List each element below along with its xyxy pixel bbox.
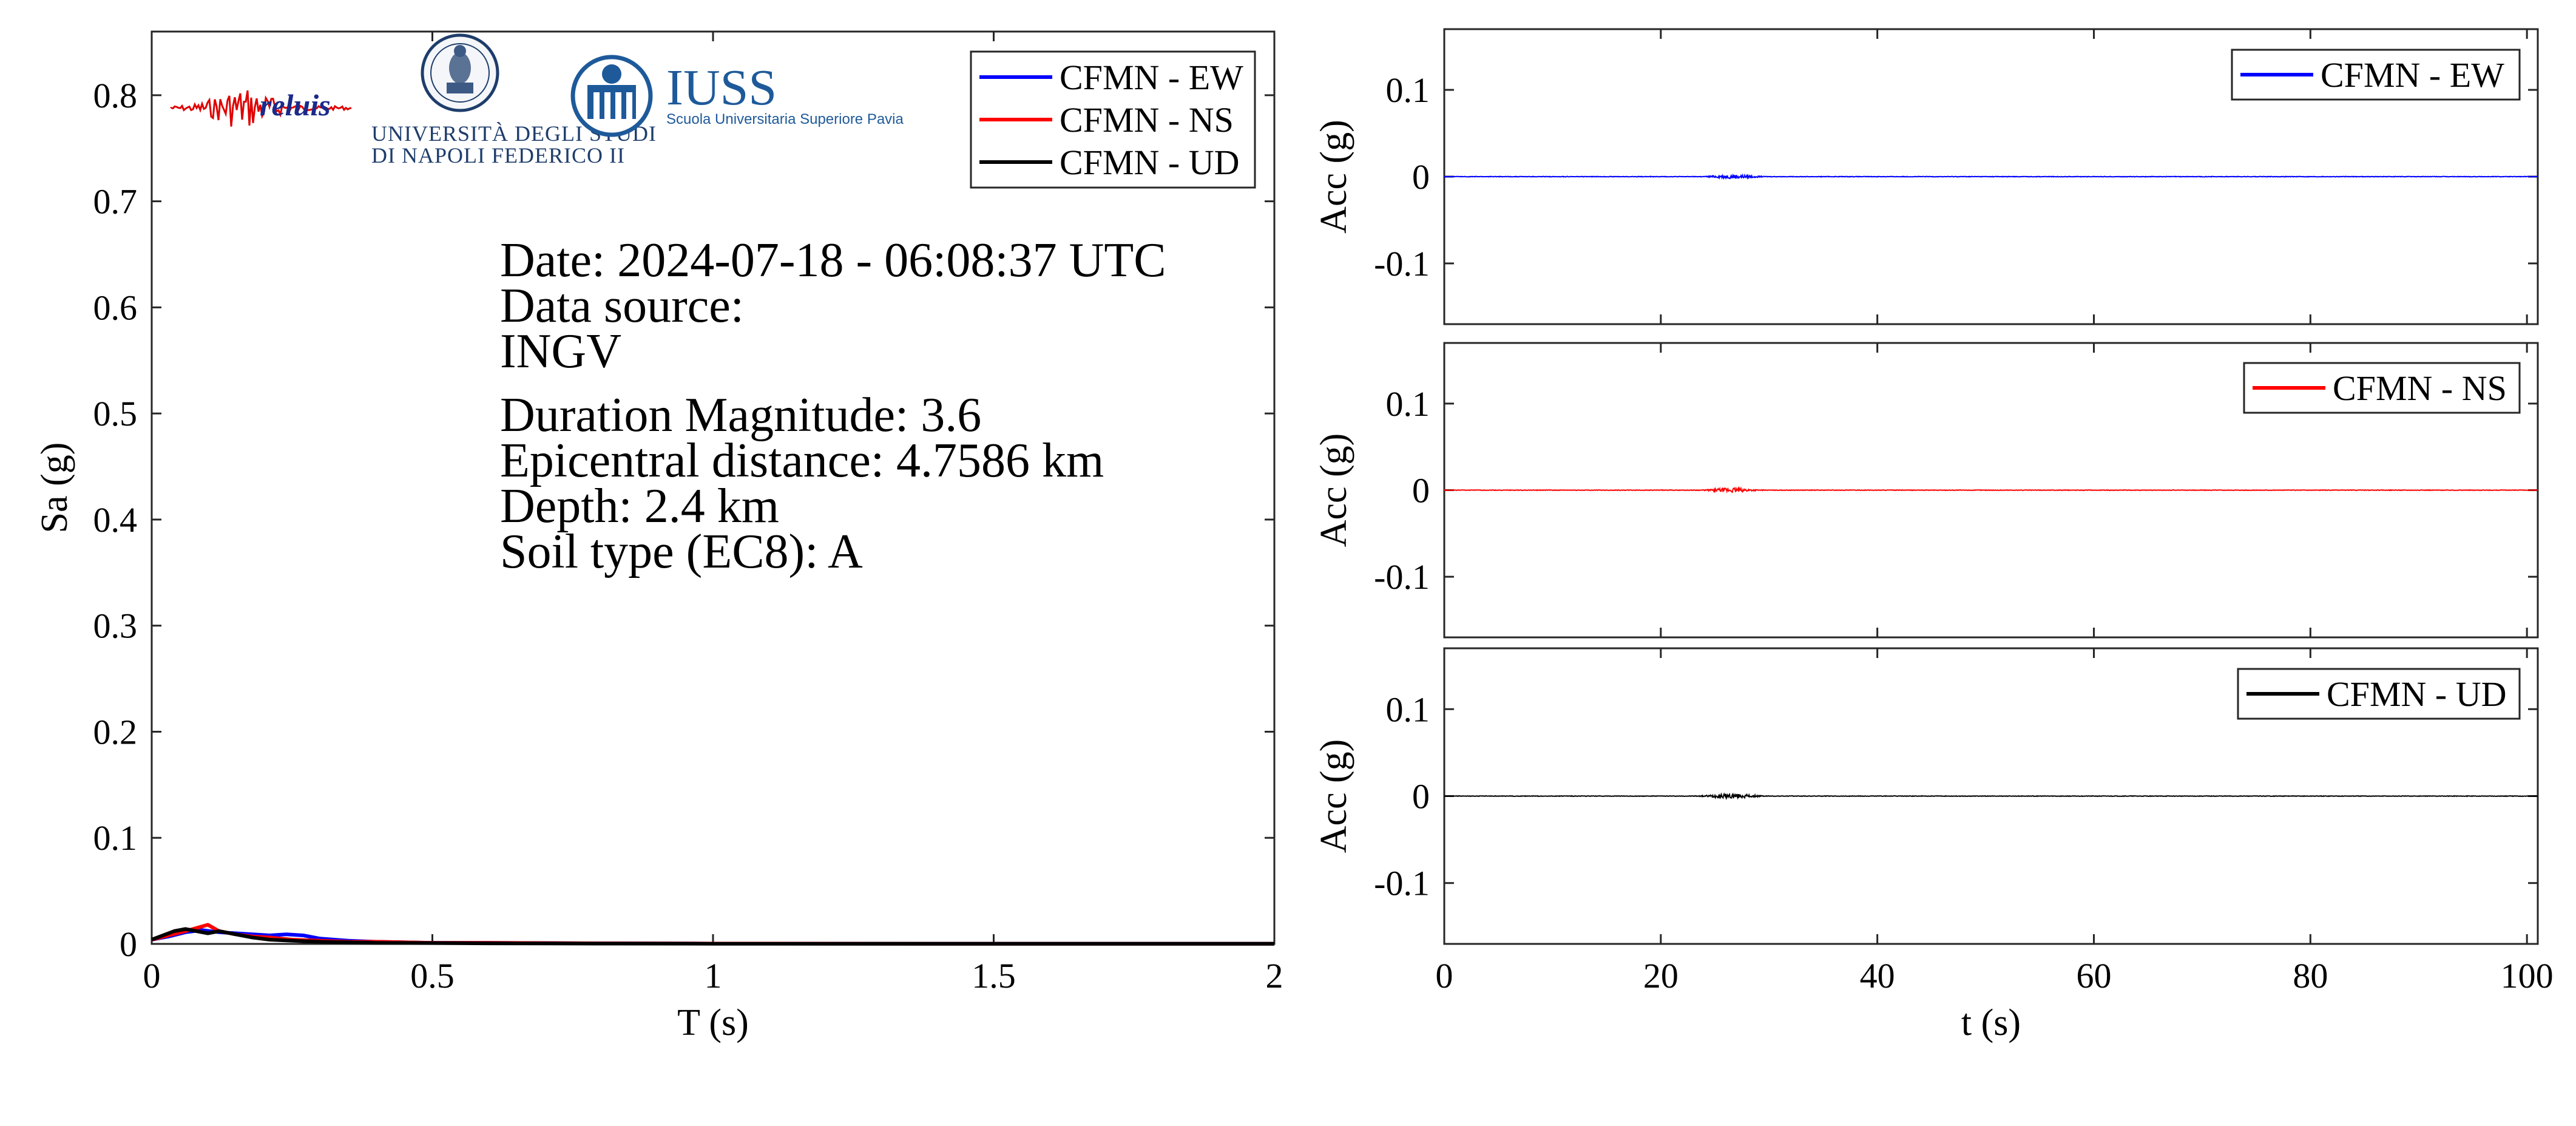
y-axis-label: Acc (g) bbox=[1313, 739, 1354, 853]
x-tick-label: 0 bbox=[143, 956, 161, 995]
y-tick-label: 0.1 bbox=[1386, 690, 1430, 729]
series-line-ew bbox=[1444, 173, 2538, 180]
info-depth: Depth: 2.4 km bbox=[500, 480, 779, 533]
y-tick-label: -0.1 bbox=[1374, 557, 1430, 597]
acc-chart-ew: -0.1 0 0.1 Acc (g) CFMN - EW bbox=[1313, 28, 2539, 325]
info-soil: Soil type (EC8): A bbox=[500, 525, 863, 578]
acc-chart-ud: 0 20 40 60 80 100 -0.1 0 0.1 Acc (g) t (s) CFMN - U… bbox=[1313, 647, 2554, 1043]
info-magnitude: Duration Magnitude: 3.6 bbox=[500, 388, 981, 442]
legend-label: CFMN - NS bbox=[2333, 368, 2507, 408]
x-tick-label: 0.5 bbox=[410, 956, 455, 995]
event-info: Date: 2024-07-18 - 06:08:37 UTC Data sou… bbox=[500, 234, 1166, 578]
x-tick-label: 80 bbox=[2293, 956, 2328, 995]
series-line-ud bbox=[1444, 792, 2538, 800]
y-tick-label: 0.8 bbox=[93, 76, 138, 115]
y-tick-label: 0.1 bbox=[1386, 384, 1430, 424]
y-tick-label: 0.1 bbox=[93, 818, 138, 858]
x-tick-label: 1 bbox=[705, 956, 722, 995]
acc-chart-ns: -0.1 0 0.1 Acc (g) CFMN - NS bbox=[1313, 342, 2539, 639]
y-tick-label: 0 bbox=[1412, 157, 1430, 197]
y-axis-label: Acc (g) bbox=[1313, 433, 1354, 548]
spectrum-chart: 0 0.5 1 1.5 2 0 0.1 0.2 0.3 0.4 0.5 0.6 0.7 0.8 Sa (g)… bbox=[34, 30, 1283, 1043]
y-tick-label: 0 bbox=[1412, 777, 1430, 816]
y-tick-label: 0.3 bbox=[93, 606, 138, 646]
info-date: Date: 2024-07-18 - 06:08:37 UTC bbox=[500, 234, 1166, 287]
info-distance: Epicentral distance: 4.7586 km bbox=[500, 434, 1104, 487]
legend-label: CFMN - UD bbox=[2327, 674, 2507, 714]
unina-line2: DI NAPOLI FEDERICO II bbox=[371, 143, 625, 168]
x-axis-label: t (s) bbox=[1961, 1002, 2021, 1043]
y-tick-label: -0.1 bbox=[1374, 244, 1430, 283]
x-tick-label: 0 bbox=[1436, 956, 1453, 995]
reluis-wave-icon bbox=[170, 90, 352, 127]
x-tick-label: 40 bbox=[1860, 956, 1895, 995]
legend-label: CFMN - NS bbox=[1060, 100, 1234, 140]
x-tick-label: 1.5 bbox=[972, 956, 1016, 995]
y-tick-label: 0.2 bbox=[93, 712, 138, 751]
legend-label: CFMN - UD bbox=[1060, 143, 1240, 182]
y-axis-label: Sa (g) bbox=[34, 443, 75, 534]
y-tick-label: 0.7 bbox=[93, 182, 138, 222]
info-source: INGV bbox=[500, 325, 621, 378]
series-line-ns bbox=[1444, 486, 2538, 493]
y-tick-label: 0.1 bbox=[1386, 70, 1430, 110]
reluis-logo: reluis bbox=[170, 88, 352, 127]
x-tick-label: 100 bbox=[2501, 956, 2554, 995]
x-tick-label: 20 bbox=[1643, 956, 1678, 995]
y-tick-label: 0 bbox=[1412, 471, 1430, 510]
y-axis-label: Acc (g) bbox=[1313, 120, 1354, 234]
y-tick-label: 0 bbox=[120, 924, 137, 964]
legend-label: CFMN - EW bbox=[2321, 55, 2504, 95]
x-tick-label: 2 bbox=[1266, 956, 1283, 995]
reluis-logo-text: reluis bbox=[260, 88, 331, 122]
iuss-logo: IUSS Scuola Universitaria Superiore Pavi… bbox=[570, 55, 904, 137]
x-tick-label: 60 bbox=[2076, 956, 2111, 995]
y-tick-label: 0.5 bbox=[93, 394, 138, 433]
series-line-ud bbox=[150, 927, 1274, 946]
y-tick-label: 0.6 bbox=[93, 288, 138, 327]
y-tick-label: 0.4 bbox=[93, 500, 138, 540]
iuss-subtitle: Scuola Universitaria Superiore Pavia bbox=[666, 111, 904, 127]
iuss-title: IUSS bbox=[666, 59, 777, 116]
y-tick-label: -0.1 bbox=[1374, 864, 1430, 903]
x-axis-label: T (s) bbox=[677, 1002, 749, 1043]
legend-label: CFMN - EW bbox=[1060, 58, 1243, 97]
info-source-label: Data source: bbox=[500, 279, 744, 333]
